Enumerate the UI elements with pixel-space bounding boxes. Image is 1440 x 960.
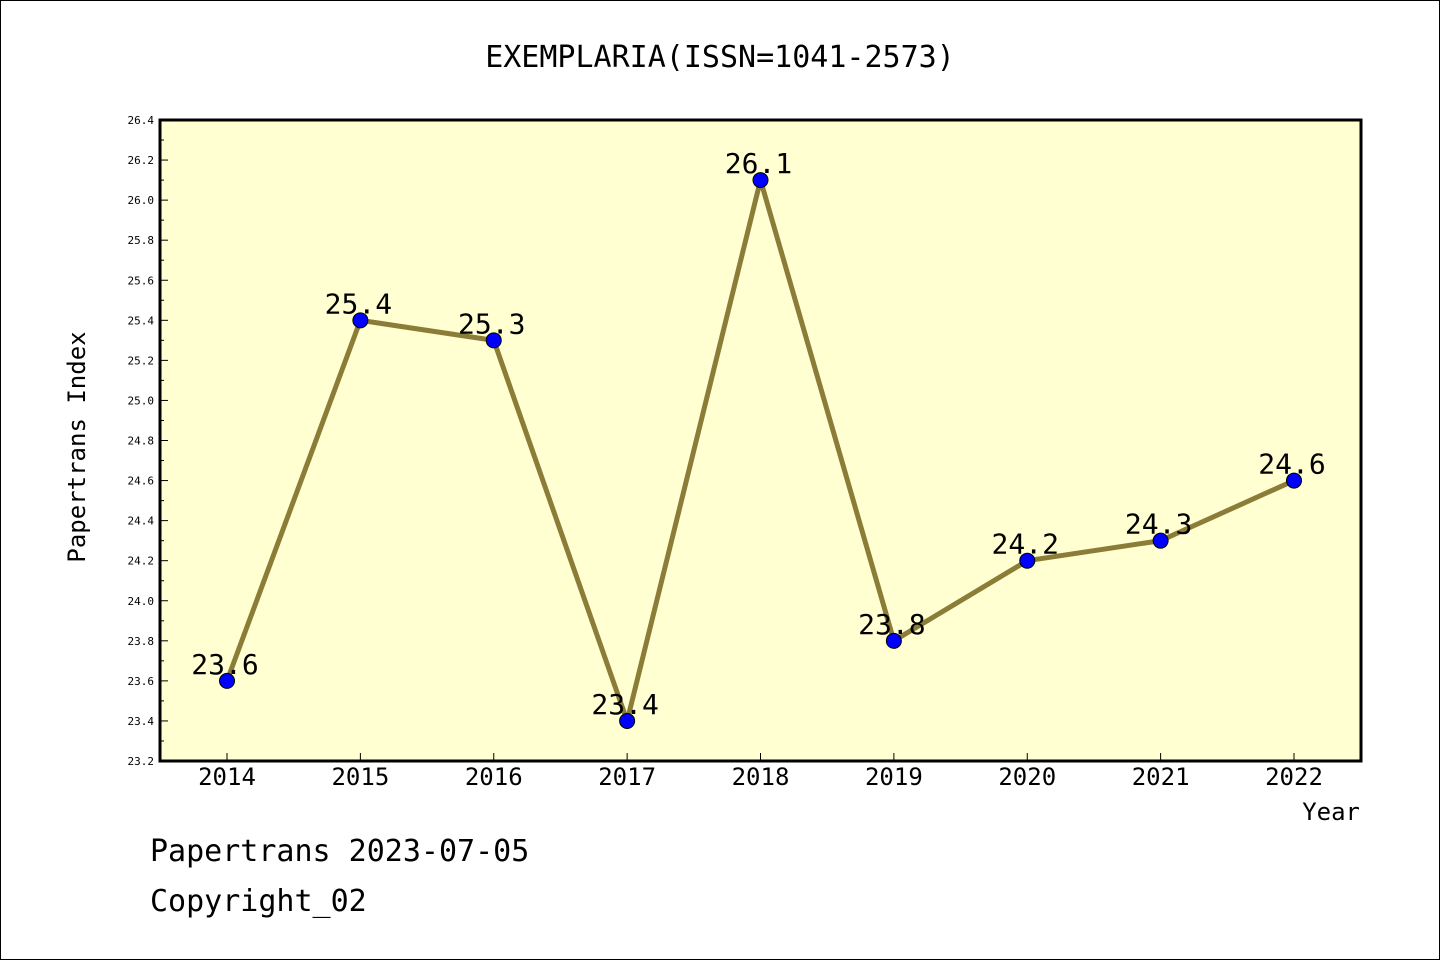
data-point [885,632,902,649]
chart-title: EXEMPLARIA(ISSN=1041-2573) [485,40,955,75]
data-label: 23.4 [591,688,658,721]
data-label: 24.2 [992,528,1059,561]
y-tick-label: 24.6 [128,475,155,488]
data-point [1152,532,1169,549]
y-tick-label: 24.0 [128,595,155,608]
y-axis-label: Papertrans Index [63,331,91,562]
data-point [485,332,502,349]
x-tick-label: 2018 [732,763,790,791]
plot-area [158,118,1363,763]
x-tick-label: 2019 [865,763,923,791]
y-tick-label: 23.6 [128,675,155,688]
data-label: 24.3 [1125,508,1192,541]
y-tick-label: 23.2 [128,755,155,768]
data-point [752,172,769,189]
data-point [1019,552,1036,569]
data-label: 23.8 [858,608,925,641]
x-tick-label: 2016 [465,763,523,791]
data-label: 25.3 [458,307,525,340]
y-tick-label: 23.8 [128,635,155,648]
y-tick-label: 24.2 [128,555,155,568]
data-label: 24.6 [1258,448,1325,481]
y-tick-label: 26.2 [128,154,155,167]
x-tick-label: 2021 [1132,763,1190,791]
y-tick-label: 25.8 [128,234,155,247]
data-label: 23.6 [191,648,258,681]
y-tick-label: 24.8 [128,435,155,448]
data-point [219,672,235,689]
x-axis: 2014 2015 2016 2017 2018 2019 2020 2021 2022 [198,753,1323,791]
y-tick-label: 25.2 [128,354,155,367]
data-point [352,312,369,329]
footer-date-line: Papertrans 2023-07-05 [150,834,530,869]
y-tick-label: 26.4 [128,114,155,127]
y-tick-label: 25.6 [128,274,155,287]
y-axis: 23.2 23.4 23.6 23.8 24.0 24.2 24.4 24.6 24.8 25.0… [128,114,168,768]
series-layer: 23.6 25.4 25.3 23.4 26.1 23.8 24.2 24.3 24.6 [191,147,1326,729]
x-tick-label: 2014 [198,763,256,791]
data-point [1286,472,1302,489]
y-tick-label: 25.4 [128,314,155,327]
y-tick-label: 23.4 [128,715,155,728]
x-tick-label: 2020 [998,763,1056,791]
x-tick-label: 2022 [1265,763,1323,791]
data-label: 26.1 [725,147,792,180]
y-tick-label: 26.0 [128,194,155,207]
footer-copyright-line: Copyright_02 [150,884,367,919]
x-tick-label: 2017 [598,763,656,791]
x-tick-label: 2015 [331,763,389,791]
y-tick-label: 25.0 [128,394,155,407]
data-point [619,712,636,729]
y-tick-label: 24.4 [128,515,155,528]
data-label: 25.4 [325,287,392,320]
x-axis-label: Year [1302,798,1360,826]
